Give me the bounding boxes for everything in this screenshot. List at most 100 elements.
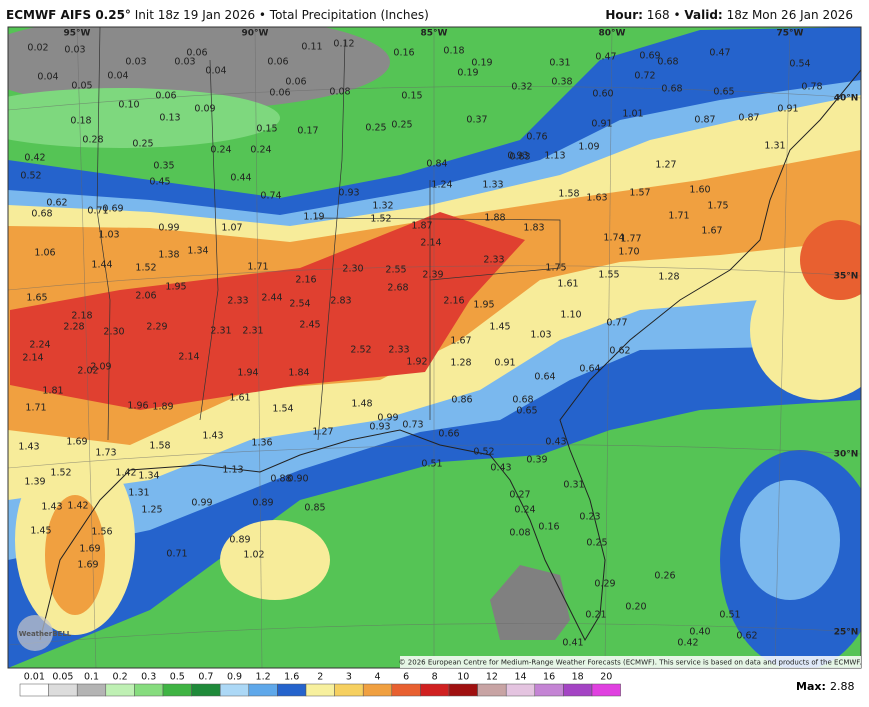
precip-value: 0.08	[509, 528, 530, 539]
precip-value: 0.74	[260, 191, 281, 202]
precip-value: 1.65	[26, 293, 47, 304]
colorbar-tick-label: 6	[403, 672, 409, 683]
precip-value: 0.69	[639, 51, 660, 62]
precip-value: 2.33	[388, 345, 409, 356]
precip-value: 1.54	[272, 404, 293, 415]
precip-value: 2.52	[350, 345, 371, 356]
colorbar-swatch	[219, 683, 250, 697]
precip-value: 2.55	[385, 265, 406, 276]
lat-label: 40°N	[834, 94, 859, 104]
precip-value: 1.06	[34, 248, 55, 259]
precip-value: 2.06	[135, 291, 156, 302]
precip-value: 0.99	[377, 413, 398, 424]
precip-value: 0.24	[210, 145, 231, 156]
precip-value: 0.73	[402, 420, 423, 431]
precip-value: 2.31	[242, 326, 263, 337]
max-label: Max:	[796, 680, 826, 693]
precip-value: 1.58	[149, 441, 170, 452]
precip-value: 0.25	[586, 538, 607, 549]
precip-value: 2.16	[443, 296, 464, 307]
precip-value: 0.52	[473, 447, 494, 458]
precip-value: 1.94	[237, 368, 258, 379]
precip-value: 0.68	[31, 209, 52, 220]
precip-value: 1.27	[655, 160, 676, 171]
colorbar-tick-label: 12	[486, 672, 498, 683]
precip-value: 1.83	[523, 223, 544, 234]
field-ocean-light-blue	[740, 480, 840, 600]
colorbar-swatch	[563, 683, 593, 697]
precip-value: 1.75	[545, 263, 566, 274]
precip-value: 0.32	[511, 82, 532, 93]
precip-value: 1.19	[303, 212, 324, 223]
precip-value: 2.02	[77, 366, 98, 377]
precip-value: 2.30	[103, 327, 124, 338]
precip-value: 0.04	[205, 66, 226, 77]
precip-value: 1.71	[668, 211, 689, 222]
colorbar-tick-label: 0.01	[24, 672, 45, 683]
precip-value: 2.14	[420, 238, 441, 249]
header-left: ECMWF AIFS 0.25° Init 18z 19 Jan 2026 • …	[6, 8, 429, 22]
precip-value: 0.42	[677, 638, 698, 649]
precip-value: 2.68	[387, 283, 408, 294]
precip-value: 0.21	[585, 610, 606, 621]
precip-value: 0.68	[512, 395, 533, 406]
precip-value: 0.86	[451, 395, 472, 406]
colorbar-tick-label: 20	[600, 672, 612, 683]
precip-value: 2.29	[146, 322, 167, 333]
precip-value: 0.64	[579, 364, 600, 375]
precip-value: 0.37	[466, 115, 487, 126]
precip-value: 1.61	[229, 393, 250, 404]
field-florida-gray	[490, 565, 570, 640]
precip-value: 1.52	[370, 214, 391, 225]
colorbar-tick-label: 0.05	[52, 672, 73, 683]
colorbar-swatch	[19, 683, 49, 697]
precip-value: 1.69	[66, 437, 87, 448]
precip-value: 1.89	[152, 402, 173, 413]
precip-value: 0.93	[369, 422, 390, 433]
colorbar-swatch	[448, 683, 478, 697]
precip-value: 1.58	[558, 189, 579, 200]
precip-value: 1.13	[222, 465, 243, 476]
precip-value: 0.25	[391, 120, 412, 131]
colorbar-swatch	[48, 683, 78, 697]
colorbar-tick-label: 0.1	[84, 672, 99, 683]
precip-value: 2.14	[22, 353, 43, 364]
colorbar-tick-label: 2	[317, 672, 323, 683]
precip-value: 0.29	[594, 579, 615, 590]
precip-value: 0.44	[230, 173, 251, 184]
precip-value: 1.27	[312, 427, 333, 438]
precip-value: 1.55	[598, 270, 619, 281]
precip-value: 1.67	[450, 336, 471, 347]
precip-value: 0.42	[24, 153, 45, 164]
colorbar-swatch	[334, 683, 364, 697]
precip-value: 0.27	[509, 490, 530, 501]
precip-value: 1.63	[586, 193, 607, 204]
colorbar-tick-label: 8	[432, 672, 438, 683]
colorbar-tick-label: 3	[346, 672, 352, 683]
model: ECMWF AIFS 0.25°	[6, 8, 131, 22]
precip-value: 1.28	[658, 272, 679, 283]
valid-label: Valid:	[684, 8, 723, 22]
colorbar-swatch	[505, 683, 536, 697]
valid: 18z Mon 26 Jan 2026	[726, 8, 853, 22]
lon-label: 80°W	[599, 29, 626, 39]
precip-value: 1.71	[247, 262, 268, 273]
precip-value: 0.08	[329, 87, 350, 98]
state-borders	[96, 27, 561, 441]
precip-value: 1.73	[95, 448, 116, 459]
precip-value: 0.25	[365, 123, 386, 134]
precip-value: 0.16	[538, 522, 559, 533]
precip-value: 1.42	[115, 468, 136, 479]
colorbar-swatch	[76, 683, 107, 697]
precip-value: 2.30	[342, 264, 363, 275]
precip-value: 0.04	[37, 72, 58, 83]
colorbar-swatch	[477, 683, 507, 697]
colorbar-tick-label: 0.7	[198, 672, 213, 683]
map-field	[8, 27, 861, 668]
precip-value: 0.03	[174, 57, 195, 68]
precip-value: 1.03	[98, 230, 119, 241]
precip-value: 1.71	[25, 403, 46, 414]
colorbar-tick-label: 10	[457, 672, 469, 683]
precip-value: 0.41	[562, 638, 583, 649]
field-light-green	[8, 88, 280, 148]
